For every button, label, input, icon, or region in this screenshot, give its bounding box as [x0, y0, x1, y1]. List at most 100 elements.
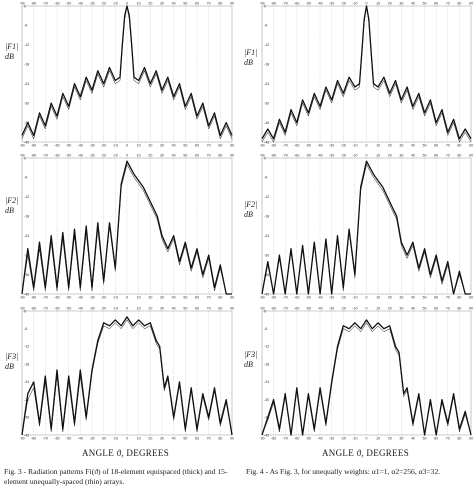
x-tick-label: 80 [457, 2, 461, 6]
x-tick-label: 10 [137, 2, 141, 6]
y-tick-label: 0 [24, 156, 26, 160]
x-tick-label: 40 [172, 437, 176, 441]
fig3-f2-plot: -90-90-80-80-70-70-60-60-50-50-40-40-30-… [19, 154, 234, 300]
x-tick-label: -70 [43, 154, 48, 158]
x-tick-label: 90 [469, 296, 473, 300]
fig4-f2-ylabel-text: |F2| [244, 200, 258, 209]
x-tick-label: -70 [283, 2, 288, 6]
x-tick-label: 60 [434, 307, 438, 311]
y-tick-label: -18 [24, 63, 29, 67]
x-tick-label: 30 [160, 154, 164, 158]
x-tick-label: -40 [317, 437, 322, 441]
x-tick-label: 20 [388, 437, 392, 441]
x-tick-label: -40 [317, 154, 322, 158]
x-tick-label: 60 [195, 437, 199, 441]
y-tick-label: -42 [24, 433, 29, 437]
x-tick-label: -70 [43, 2, 48, 6]
x-tick-label: -30 [329, 154, 334, 158]
y-tick-label: -36 [264, 416, 269, 420]
fig4-xaxis-title: ANGLE ϑ, DEGREES [322, 448, 409, 458]
x-tick-label: 50 [183, 154, 187, 158]
x-tick-label: -50 [306, 2, 311, 6]
x-tick-label: -50 [306, 154, 311, 158]
x-tick-label: -40 [78, 144, 83, 148]
y-tick-label: -6 [24, 327, 27, 331]
x-tick-label: 40 [411, 437, 415, 441]
y-tick-label: -24 [24, 380, 29, 384]
x-tick-label: -10 [352, 437, 357, 441]
fig3-panel-f2: -90 -90 -80 -80 -70 -70 -60 -60 -50 -50 -40 -40 -30-… [0, 152, 235, 302]
x-tick-label: -20 [101, 2, 106, 6]
x-tick-label: 70 [446, 296, 450, 300]
x-tick-label: 90 [469, 154, 473, 158]
x-tick-label: -10 [113, 437, 118, 441]
fig3-caption: Fig. 3 - Radiation patterns Fi(ϑ) of 18-… [4, 467, 228, 486]
pattern-line-thin [261, 322, 472, 436]
x-tick-label: 40 [411, 2, 415, 6]
x-tick-label: -70 [283, 437, 288, 441]
x-tick-label: -20 [101, 154, 106, 158]
x-tick-label: -10 [352, 296, 357, 300]
fig3-f3-yunit: dB [5, 362, 14, 371]
x-tick-label: 30 [160, 2, 164, 6]
fig3-f3-ylabel-text: |F3| [5, 352, 19, 361]
x-tick-label: 50 [183, 437, 187, 441]
x-tick-label: -60 [294, 144, 299, 148]
x-tick-label: -20 [341, 296, 346, 300]
x-tick-label: -80 [31, 307, 36, 311]
x-tick-label: 50 [423, 154, 427, 158]
pattern-line-thin [21, 5, 233, 140]
x-tick-label: -80 [31, 154, 36, 158]
fig4-f3-ylabel: |F3| dB [244, 350, 257, 370]
x-tick-label: 10 [137, 437, 141, 441]
x-tick-label: 80 [218, 154, 222, 158]
fig4-f1-yunit: dB [244, 58, 253, 67]
x-tick-label: 60 [195, 296, 199, 300]
x-tick-label: 40 [172, 296, 176, 300]
x-tick-label: 90 [230, 437, 234, 441]
x-tick-label: -80 [31, 144, 36, 148]
x-tick-label: -30 [329, 307, 334, 311]
x-tick-label: 20 [388, 296, 392, 300]
x-tick-label: -40 [78, 154, 83, 158]
x-tick-label: 70 [446, 154, 450, 158]
x-tick-label: -60 [294, 307, 299, 311]
x-tick-label: -10 [352, 2, 357, 6]
y-tick-label: 0 [24, 4, 26, 8]
fig4-caption: Fig. 4 - As Fig. 3, for unequally weight… [246, 467, 441, 476]
y-tick-label: -18 [264, 63, 269, 67]
x-tick-label: -90 [259, 2, 264, 6]
x-tick-label: 90 [230, 2, 234, 6]
x-tick-label: 20 [148, 144, 152, 148]
x-tick-label: 20 [388, 154, 392, 158]
y-tick-label: -30 [24, 101, 29, 105]
x-tick-label: -80 [271, 154, 276, 158]
x-tick-label: 60 [434, 154, 438, 158]
x-tick-label: -70 [43, 307, 48, 311]
x-tick-label: -80 [31, 296, 36, 300]
x-tick-label: 50 [423, 296, 427, 300]
y-tick-label: -36 [264, 273, 269, 277]
x-tick-label: 20 [148, 437, 152, 441]
x-tick-label: -90 [259, 296, 264, 300]
x-tick-label: 10 [376, 2, 380, 6]
x-tick-label: 80 [218, 2, 222, 6]
x-tick-label: -10 [352, 154, 357, 158]
x-tick-label: -50 [306, 144, 311, 148]
x-tick-label: 90 [230, 307, 234, 311]
y-tick-label: -18 [24, 215, 29, 219]
x-tick-label: -80 [271, 144, 276, 148]
x-tick-label: 0 [126, 307, 128, 311]
x-tick-label: 80 [218, 437, 222, 441]
x-tick-label: -80 [31, 437, 36, 441]
fig4-f2-plot: -90-90-80-80-70-70-60-60-50-50-40-40-30-… [259, 154, 473, 300]
x-tick-label: -30 [329, 2, 334, 6]
x-tick-label: -90 [19, 154, 24, 158]
fig4-panel-f1: -90 -90 -80 -80 -70 -70 -60 -60 -50 -50 -40 -40 -30-… [240, 0, 474, 150]
x-tick-label: -20 [341, 154, 346, 158]
x-tick-label: -50 [306, 296, 311, 300]
x-tick-label: -30 [329, 144, 334, 148]
x-tick-label: -40 [78, 296, 83, 300]
x-tick-label: -60 [294, 437, 299, 441]
x-tick-label: -10 [113, 144, 118, 148]
